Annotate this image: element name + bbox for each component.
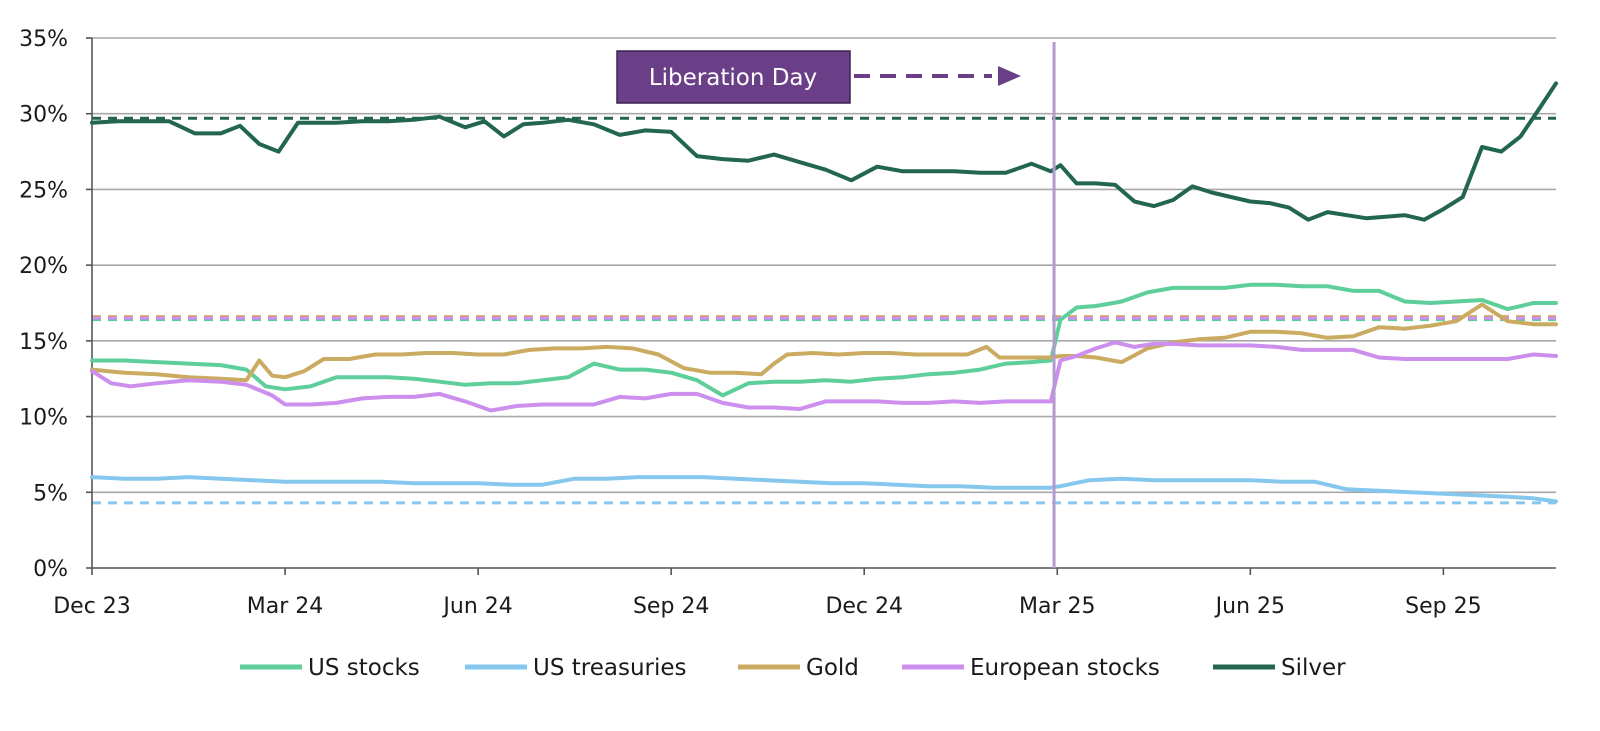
y-tick-label: 5% [33,481,68,506]
legend-label: US treasuries [533,655,687,681]
x-tick-label: Mar 24 [247,594,324,619]
y-tick-label: 20% [19,254,68,279]
series-lines [90,81,1558,504]
y-tick-label: 35% [19,27,68,52]
annotation-box [616,50,851,104]
x-tick-label: Jun 24 [441,594,512,619]
legend-label: European stocks [970,655,1160,681]
series-line-gold [90,302,1558,383]
axes: 0% 5% 10% 15% 20% 25% 30% 35% Dec 23 Mar 24 Jun 24… [19,27,1556,619]
x-tick-label: Sep 25 [1405,594,1481,619]
y-tick-label: 0% [33,557,68,582]
series-line-european-stocks [90,340,1558,413]
series-line-us-stocks [90,282,1558,398]
legend-label: Silver [1281,655,1346,681]
x-tick-label: Dec 24 [825,594,903,619]
gridlines [92,37,1556,494]
x-tick-label: Jun 25 [1214,594,1285,619]
legend: US stocks US treasuries Gold European stock… [240,655,1346,681]
x-tick-label: Dec 23 [53,594,131,619]
x-tick-label: Mar 25 [1019,594,1096,619]
x-tick-label: Sep 24 [633,594,709,619]
y-tick-label: 30% [19,103,68,128]
liberation-day-annotation: Liberation Day [616,42,1056,568]
y-tick-label: 10% [19,406,68,431]
legend-label: US stocks [308,655,420,681]
annotation-label: Liberation Day [649,65,817,91]
average-lines [92,116,1556,505]
series-line-us-treasuries [90,475,1558,504]
legend-label: Gold [806,655,859,681]
y-tick-label: 15% [19,330,68,355]
series-line-silver [90,81,1558,222]
annotation-arrowhead-icon [998,66,1021,86]
y-tick-label: 25% [19,178,68,203]
